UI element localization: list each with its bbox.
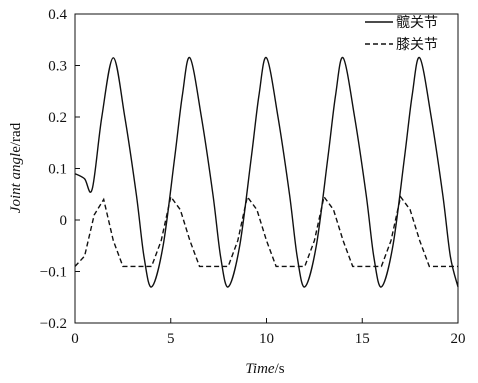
series-line-hip: [74, 57, 459, 288]
x-tick-label: 20: [451, 331, 466, 347]
series-layer: [74, 57, 459, 288]
y-tick-label: 0: [60, 213, 68, 229]
y-tick-label: 0.3: [48, 59, 67, 75]
ticks: 0 5 10 15 20 −0.2 −0.1 0 0.1 0.2 0.3 0.4: [40, 7, 466, 347]
x-tick-label: 15: [355, 331, 370, 347]
y-tick-label: 0.1: [48, 162, 67, 178]
y-tick-label: −0.2: [40, 316, 67, 332]
series-line-knee: [74, 195, 458, 268]
y-tick-label: −0.1: [40, 265, 67, 281]
y-axis-label: Joint angle/rad: [8, 122, 24, 213]
y-tick-label: 0.2: [48, 110, 67, 126]
legend-label-hip: 髋关节: [396, 14, 438, 31]
legend-label-knee: 膝关节: [396, 37, 438, 53]
x-tick-label: 0: [71, 331, 79, 347]
y-tick-label: 0.4: [48, 7, 67, 23]
x-tick-label: 5: [167, 331, 175, 347]
x-tick-label: 10: [259, 331, 274, 347]
legend: 髋关节 膝关节: [365, 14, 438, 53]
x-axis-label: Time/s: [245, 361, 284, 377]
